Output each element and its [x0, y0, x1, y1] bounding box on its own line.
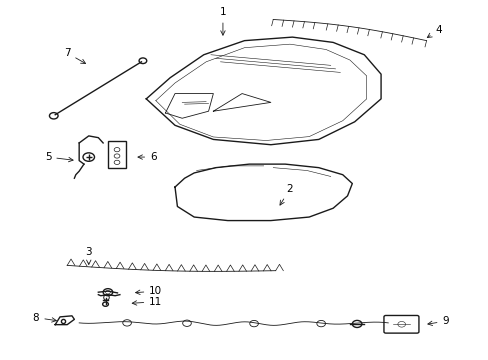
Circle shape: [183, 320, 191, 327]
Text: 2: 2: [280, 184, 293, 205]
Text: 1: 1: [219, 8, 226, 35]
Text: 3: 3: [85, 247, 92, 265]
Bar: [108, 141, 126, 168]
Text: 5: 5: [44, 152, 73, 162]
Circle shape: [316, 320, 325, 327]
Text: 8: 8: [33, 312, 56, 323]
Text: 7: 7: [64, 48, 85, 63]
Text: 6: 6: [138, 152, 157, 162]
Text: 4: 4: [427, 25, 441, 37]
Text: 11: 11: [132, 297, 162, 307]
Circle shape: [122, 320, 131, 326]
Circle shape: [249, 320, 258, 327]
Text: 10: 10: [135, 286, 162, 296]
Text: 9: 9: [427, 316, 448, 326]
